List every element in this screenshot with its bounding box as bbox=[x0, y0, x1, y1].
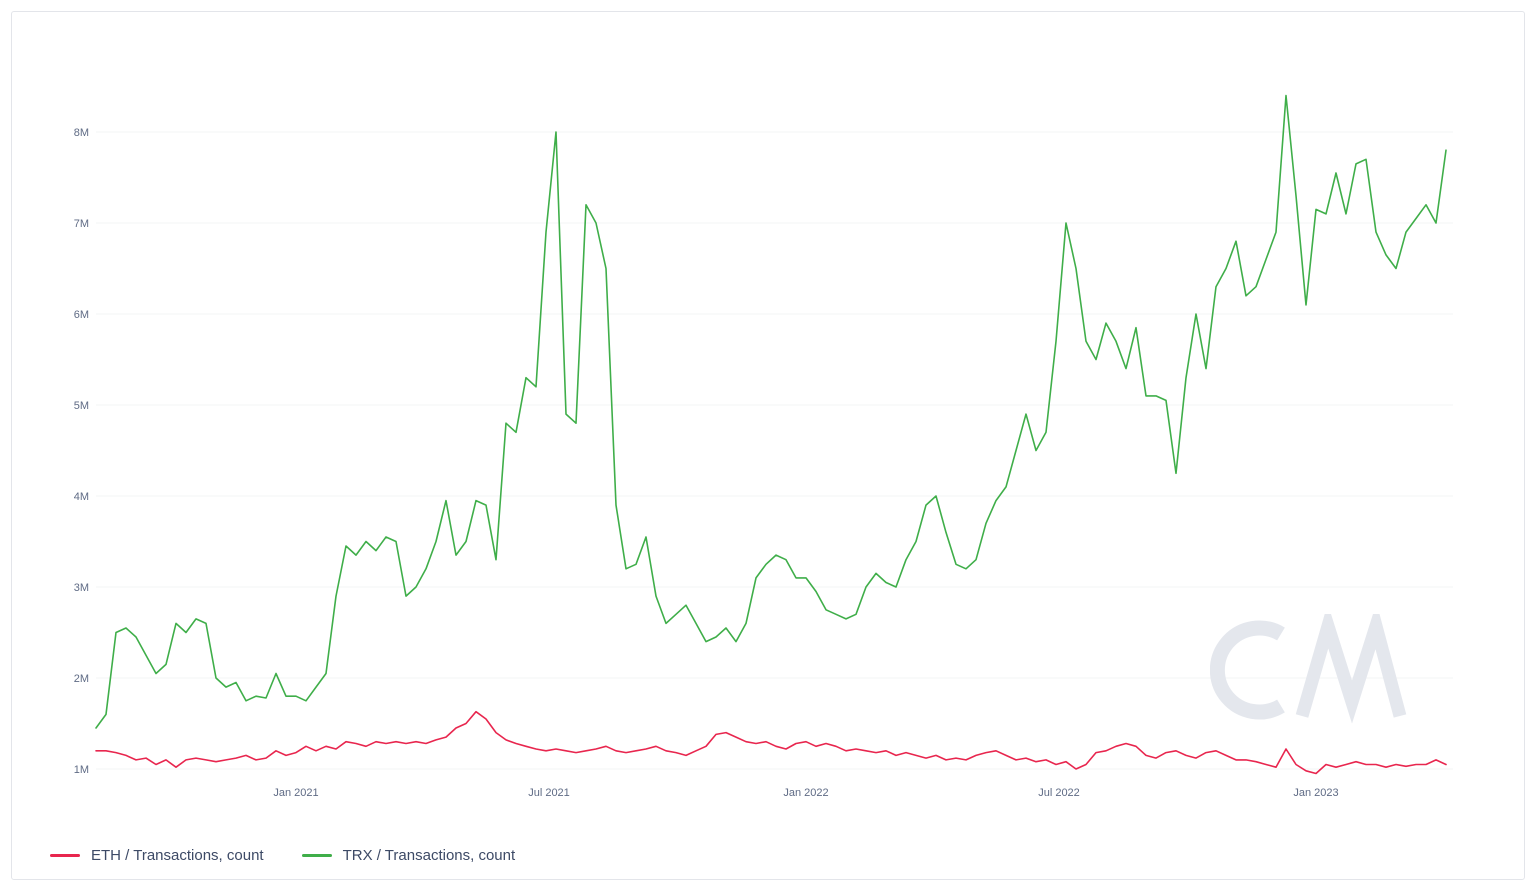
trx-line-swatch bbox=[301, 854, 332, 857]
svg-text:Jul 2021: Jul 2021 bbox=[528, 787, 570, 799]
svg-text:7M: 7M bbox=[74, 218, 89, 230]
legend-item-eth[interactable]: ETH / Transactions, count bbox=[50, 847, 264, 864]
legend-item-trx[interactable]: TRX / Transactions, count bbox=[301, 847, 516, 864]
legend-label-trx: TRX / Transactions, count bbox=[342, 847, 516, 864]
svg-text:4M: 4M bbox=[74, 491, 89, 503]
legend: ETH / Transactions, count TRX / Transact… bbox=[50, 847, 515, 864]
chart-card: 1M 2M 3M 4M 5M 6M 7M 8M Jan 2021 Jul 2021 Jan 2022… bbox=[11, 11, 1525, 880]
svg-text:Jan 2023: Jan 2023 bbox=[1293, 787, 1338, 799]
svg-text:8M: 8M bbox=[74, 127, 89, 139]
transactions-chart[interactable]: 1M 2M 3M 4M 5M 6M 7M 8M Jan 2021 Jul 2021 Jan 2022… bbox=[12, 12, 1526, 881]
svg-text:3M: 3M bbox=[74, 582, 89, 594]
legend-label-eth: ETH / Transactions, count bbox=[91, 847, 264, 864]
svg-text:2M: 2M bbox=[74, 673, 89, 685]
svg-text:5M: 5M bbox=[74, 400, 89, 412]
svg-text:1M: 1M bbox=[74, 764, 89, 776]
svg-text:6M: 6M bbox=[74, 309, 89, 321]
eth-line-swatch bbox=[50, 854, 80, 857]
svg-text:Jan 2021: Jan 2021 bbox=[273, 787, 318, 799]
svg-text:Jan 2022: Jan 2022 bbox=[783, 787, 828, 799]
svg-text:Jul 2022: Jul 2022 bbox=[1038, 787, 1080, 799]
